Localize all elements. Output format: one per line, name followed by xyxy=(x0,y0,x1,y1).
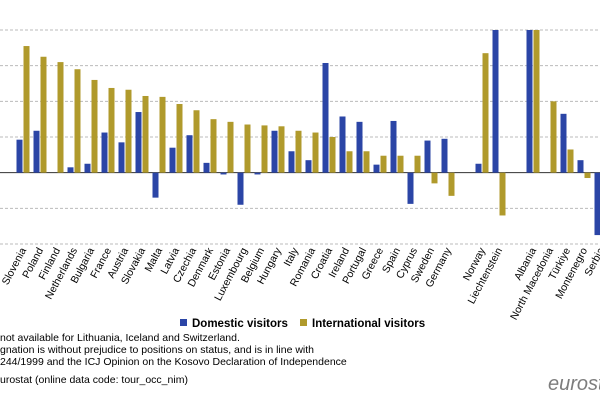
legend-label: Domestic visitors xyxy=(192,318,288,330)
legend-swatch xyxy=(180,319,187,326)
bar xyxy=(414,155,421,173)
bar xyxy=(492,30,499,173)
source: urostat (online data code: tour_occ_nim) xyxy=(0,374,188,386)
category-labels: SloveniaPolandFinlandNetherlandsBulgaria… xyxy=(0,245,600,322)
bar xyxy=(380,155,387,173)
bar xyxy=(227,121,234,173)
footnote: gnation is without prejudice to position… xyxy=(0,344,314,356)
bar xyxy=(237,172,244,205)
bar xyxy=(57,62,64,173)
footnote: not available for Lithuania, Iceland and… xyxy=(0,332,240,344)
bar xyxy=(363,151,370,173)
bar xyxy=(67,167,74,173)
bar xyxy=(101,132,108,173)
bar xyxy=(390,120,397,173)
bar xyxy=(312,132,319,173)
bar xyxy=(16,139,23,173)
bar xyxy=(278,126,285,173)
bar xyxy=(142,95,149,173)
bar xyxy=(203,162,210,173)
bar xyxy=(526,30,533,173)
bar xyxy=(346,151,353,173)
bar xyxy=(397,155,404,173)
bar xyxy=(339,116,346,173)
bar xyxy=(475,163,482,173)
bar xyxy=(407,172,414,204)
bars xyxy=(16,30,600,236)
bar xyxy=(550,101,557,173)
bar xyxy=(373,164,380,173)
bar xyxy=(288,151,295,173)
grid xyxy=(0,29,600,245)
bar xyxy=(74,69,81,173)
bar xyxy=(186,135,193,173)
bar xyxy=(91,79,98,173)
bar xyxy=(356,121,363,173)
bar xyxy=(84,163,91,173)
bar xyxy=(271,130,278,173)
bar xyxy=(305,160,312,173)
legend-swatch xyxy=(300,319,307,326)
legend: Domestic visitors International visitors xyxy=(180,318,425,330)
bar xyxy=(210,119,217,173)
bar xyxy=(135,112,142,173)
bar xyxy=(431,172,438,184)
bar xyxy=(125,89,132,173)
bar xyxy=(567,149,574,173)
bar xyxy=(220,172,227,175)
bar xyxy=(533,30,540,173)
bar xyxy=(33,130,40,173)
bar xyxy=(448,172,455,196)
bar xyxy=(159,96,166,173)
bar xyxy=(424,140,431,173)
bar xyxy=(176,104,183,173)
bar xyxy=(322,62,329,173)
bar xyxy=(295,130,302,173)
legend-label: International visitors xyxy=(312,318,425,330)
bar xyxy=(23,46,30,173)
bar xyxy=(261,125,268,173)
bar xyxy=(108,87,115,173)
footnote: 244/1999 and the ICJ Opinion on the Koso… xyxy=(0,356,347,368)
bar xyxy=(152,172,159,198)
bar xyxy=(254,172,261,175)
bar xyxy=(594,172,600,236)
bar xyxy=(118,142,125,173)
bar xyxy=(40,56,47,173)
bar xyxy=(169,147,176,173)
bar xyxy=(482,53,489,173)
bar xyxy=(584,172,591,179)
logo: eurost xyxy=(548,373,600,395)
bar xyxy=(499,172,506,216)
bar xyxy=(193,110,200,173)
bar xyxy=(577,160,584,173)
bar xyxy=(329,137,336,173)
bar xyxy=(441,138,448,173)
bar xyxy=(244,124,251,173)
bar xyxy=(560,113,567,173)
